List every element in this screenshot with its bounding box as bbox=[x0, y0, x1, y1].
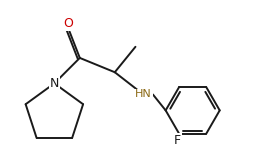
Text: F: F bbox=[173, 134, 180, 147]
Text: O: O bbox=[64, 17, 73, 30]
Text: N: N bbox=[50, 77, 59, 90]
Text: HN: HN bbox=[134, 89, 151, 99]
